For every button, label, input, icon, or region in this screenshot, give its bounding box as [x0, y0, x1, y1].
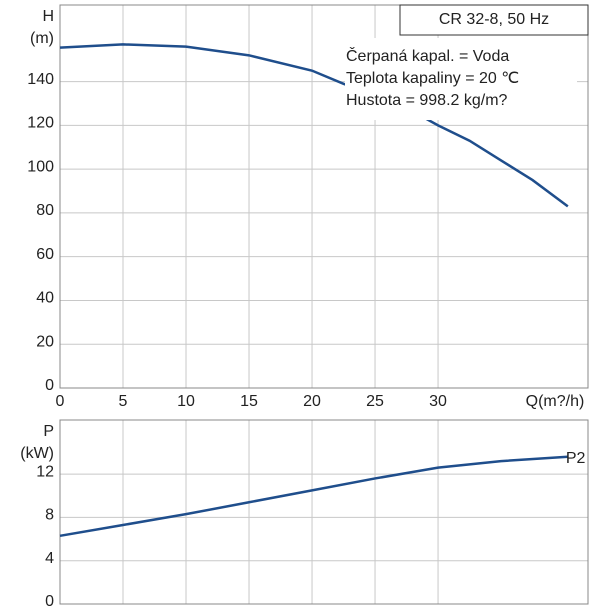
y-tick-label: 0 — [45, 593, 54, 608]
chart-title: CR 32-8, 50 Hz — [439, 11, 549, 28]
y-tick-label: 100 — [27, 158, 54, 175]
y-axis-label: (m) — [30, 30, 54, 47]
y-tick-label: 0 — [45, 377, 54, 394]
y-axis-label: P — [43, 423, 54, 440]
x-tick-label: 25 — [366, 393, 384, 410]
x-tick-label: 5 — [119, 393, 128, 410]
y-tick-label: 12 — [36, 463, 54, 480]
y-tick-label: 40 — [36, 290, 54, 307]
x-axis-label: Q(m?/h) — [526, 393, 585, 410]
x-tick-label: 0 — [56, 393, 65, 410]
y-axis-label: H — [42, 8, 54, 25]
x-tick-label: 30 — [429, 393, 447, 410]
title-box — [399, 4, 589, 36]
series-label: P2 — [566, 450, 586, 467]
y-tick-label: 20 — [36, 333, 54, 350]
line — [59, 455, 568, 538]
y-tick-label: 8 — [45, 507, 54, 524]
x-tick-label: 10 — [177, 393, 195, 410]
x-tick-label: 20 — [303, 393, 321, 410]
y-tick-label: 80 — [36, 202, 54, 219]
plot-area — [60, 420, 588, 604]
annotation-bg — [345, 38, 577, 120]
y-tick-label: 4 — [45, 550, 54, 567]
annotation: Čerpaná kapal. = Voda — [346, 46, 509, 65]
plot-border — [59, 4, 589, 389]
x-tick-label: 15 — [240, 393, 258, 410]
y-tick-label: 140 — [27, 71, 54, 88]
y-tick-label: 60 — [36, 246, 54, 263]
plot-border — [59, 419, 589, 605]
y-axis-label: (kW) — [20, 445, 54, 462]
y-tick-label: 120 — [27, 115, 54, 132]
annotation: Teplota kapaliny = 20 ℃ — [346, 70, 519, 87]
annotation: Hustota = 998.2 kg/m? — [346, 92, 508, 109]
